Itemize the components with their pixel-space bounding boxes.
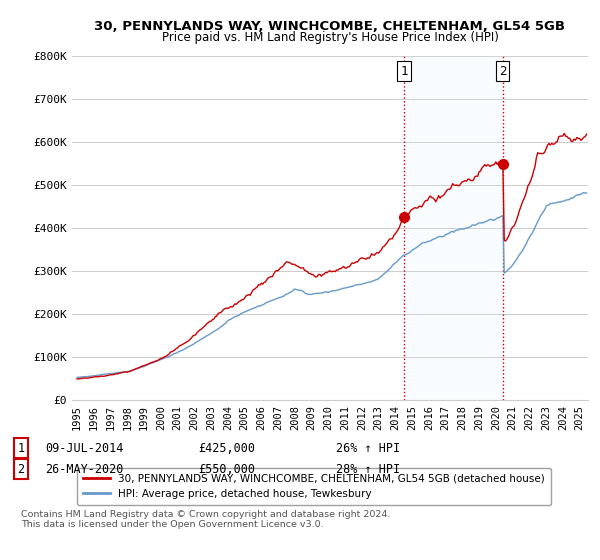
Text: 26% ↑ HPI: 26% ↑ HPI (336, 441, 400, 455)
Text: 2: 2 (499, 64, 506, 78)
Text: 28% ↑ HPI: 28% ↑ HPI (336, 463, 400, 476)
Text: £425,000: £425,000 (198, 441, 255, 455)
Legend: 30, PENNYLANDS WAY, WINCHCOMBE, CHELTENHAM, GL54 5GB (detached house), HPI: Aver: 30, PENNYLANDS WAY, WINCHCOMBE, CHELTENH… (77, 468, 551, 505)
Text: 09-JUL-2014: 09-JUL-2014 (45, 441, 124, 455)
Text: 1: 1 (400, 64, 408, 78)
Text: Contains HM Land Registry data © Crown copyright and database right 2024.
This d: Contains HM Land Registry data © Crown c… (21, 510, 391, 529)
Text: 1: 1 (17, 441, 25, 455)
Bar (404, 56, 503, 400)
Text: £550,000: £550,000 (198, 463, 255, 476)
Text: 26-MAY-2020: 26-MAY-2020 (45, 463, 124, 476)
Text: Price paid vs. HM Land Registry's House Price Index (HPI): Price paid vs. HM Land Registry's House … (161, 31, 499, 44)
Text: 2: 2 (17, 463, 25, 476)
Text: 30, PENNYLANDS WAY, WINCHCOMBE, CHELTENHAM, GL54 5GB: 30, PENNYLANDS WAY, WINCHCOMBE, CHELTENH… (95, 20, 566, 32)
